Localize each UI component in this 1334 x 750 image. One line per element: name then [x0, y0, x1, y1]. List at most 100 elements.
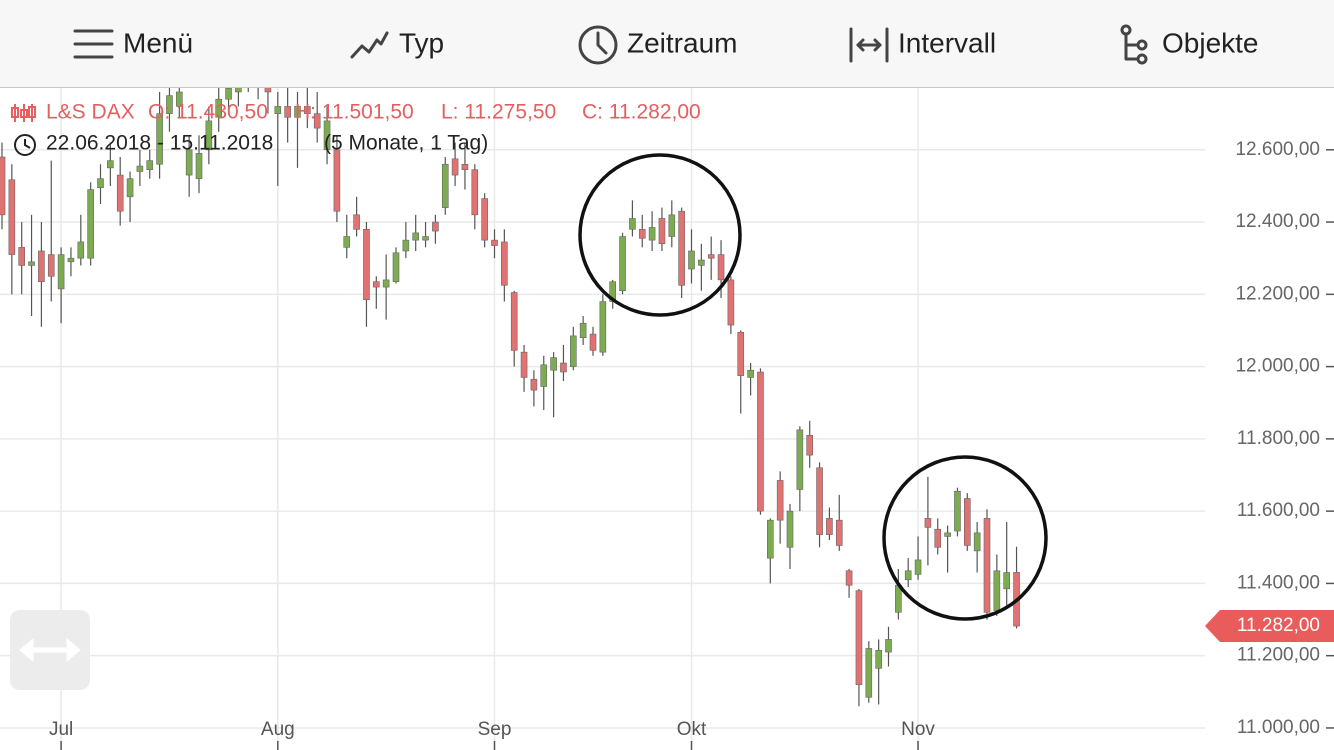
candle-body [599, 301, 607, 353]
candle-body [510, 292, 518, 351]
candle-body [875, 649, 882, 669]
candle-body [688, 250, 695, 270]
candle-body [520, 351, 528, 378]
annotation-circle [578, 153, 742, 317]
x-tick-label: Nov [901, 719, 935, 740]
y-tick-label: 11.000,00 [1237, 717, 1320, 738]
type-label: Typ [399, 27, 444, 58]
duration: (5 Monate, 1 Tag) [324, 132, 488, 155]
y-tick-label: 11.200,00 [1237, 645, 1320, 666]
candle-body [8, 179, 16, 255]
menu-button[interactable]: Menü [73, 27, 193, 59]
candle-body [963, 498, 971, 546]
candle-body [432, 221, 439, 232]
y-tick-label: 11.800,00 [1237, 428, 1320, 449]
plot [0, 88, 1020, 707]
last-price-badge [1205, 610, 1334, 643]
candle-body [264, 88, 272, 93]
candle-body [372, 281, 380, 288]
candle-body [343, 236, 351, 248]
candle-body [77, 241, 85, 259]
candle-body [225, 88, 232, 100]
candle-body [195, 153, 203, 179]
y-tick-label: 12.600,00 [1235, 139, 1320, 160]
candle-body [698, 259, 705, 266]
x-tick-label: Aug [261, 719, 295, 740]
candle-body [116, 174, 124, 212]
period-button[interactable]: Zeitraum [578, 25, 737, 65]
candle-body [107, 160, 114, 169]
candle-body [1003, 572, 1011, 590]
candle-body [786, 510, 794, 548]
candle-body [353, 214, 360, 230]
ohlc-low: L: 11.275,50 [441, 101, 556, 124]
menu-label: Menü [123, 27, 193, 58]
candle-body [796, 429, 804, 490]
candle-body [38, 250, 45, 282]
interval-icon [849, 27, 889, 63]
interval-button[interactable]: Intervall [849, 27, 996, 63]
last-price-label: 11.282,00 [1237, 615, 1320, 636]
candle-body [491, 239, 498, 246]
candle-body [136, 165, 144, 172]
candle-body [826, 518, 833, 535]
candle-body [540, 364, 548, 387]
candle-body [776, 480, 784, 521]
candle-body [816, 467, 823, 535]
candle-body [461, 163, 469, 170]
candle-body [717, 254, 725, 281]
candle-body [737, 331, 745, 376]
y-tick-label: 11.600,00 [1237, 500, 1320, 521]
candle-body [235, 88, 242, 93]
candle-body [126, 178, 134, 198]
ohlc-open: O: 11.430,50 [148, 101, 268, 124]
candle-body [166, 95, 173, 114]
candle-body [323, 120, 331, 151]
candle-body [392, 252, 400, 282]
y-tick-label: 12.400,00 [1235, 211, 1320, 232]
candle-body [885, 639, 892, 653]
candle-body [993, 570, 1001, 611]
candle-body [402, 239, 410, 252]
candle-body [284, 106, 291, 118]
candle-body [176, 91, 183, 107]
candle-body [727, 279, 735, 326]
objects-button[interactable]: Objekte [1120, 24, 1259, 65]
candle-body [185, 149, 193, 176]
ohlc-high: H: 11.501,50 [295, 101, 414, 124]
info-icon [11, 104, 36, 122]
candle-body [87, 189, 94, 259]
candle-body [451, 158, 459, 176]
candle-body [363, 228, 370, 301]
pan-icon [19, 637, 81, 663]
annotation-circle [882, 455, 1048, 621]
candle-body [205, 120, 213, 151]
candle-body [530, 378, 538, 391]
candle-body [560, 362, 567, 373]
candle-body [97, 178, 104, 189]
ohlc-close: C: 11.282,00 [582, 101, 701, 124]
candle-body [806, 434, 814, 456]
candle-body [914, 559, 922, 575]
candle-body [333, 149, 341, 212]
y-tick-label: 11.400,00 [1237, 572, 1320, 593]
type-button[interactable]: Typ [350, 27, 444, 59]
candle-body [47, 254, 55, 277]
candle-body [678, 210, 685, 286]
candle-body [835, 519, 843, 546]
candle-body [382, 279, 390, 288]
candle-body [156, 113, 163, 165]
candle-body [865, 648, 873, 698]
instrument: L&S DAX [46, 101, 135, 124]
candle-body [422, 236, 429, 241]
candle-body [934, 528, 942, 548]
objects-label: Objekte [1162, 27, 1259, 58]
axis: 11.000,00 11.200,00 11.400,00 11.600,00 11.8… [49, 139, 1334, 750]
candle-body [668, 214, 676, 237]
candle-body [924, 518, 932, 528]
y-tick-label: 12.000,00 [1235, 356, 1320, 377]
candle-body [412, 232, 420, 241]
candle-body [954, 490, 961, 532]
candle-body [57, 254, 65, 290]
